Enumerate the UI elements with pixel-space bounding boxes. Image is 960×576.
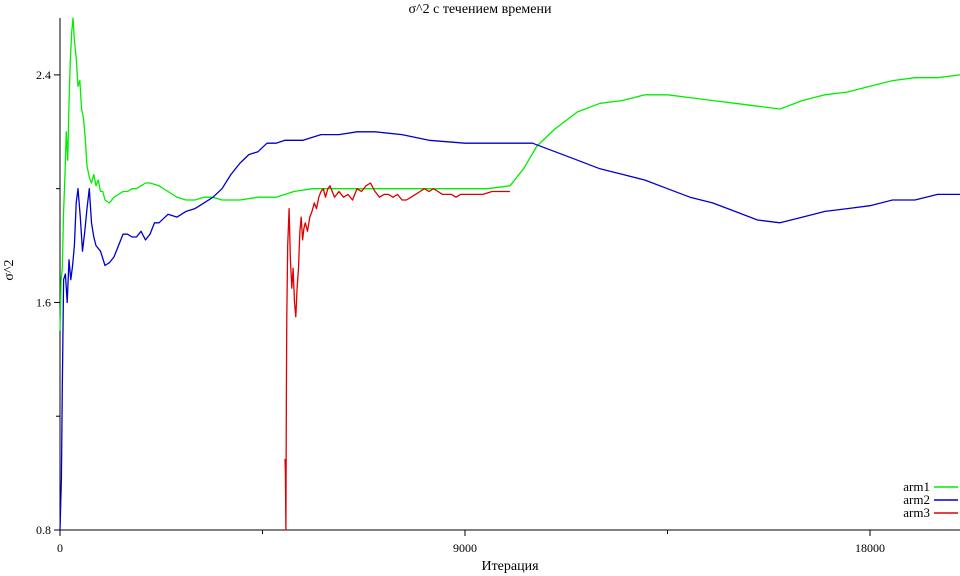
x-tick-label: 18000 xyxy=(855,541,885,555)
y-tick-label: 1.6 xyxy=(36,295,51,309)
series-line-arm3 xyxy=(284,182,510,531)
legend-label-arm3: arm3 xyxy=(903,505,930,520)
series-line-arm1 xyxy=(59,17,960,331)
x-tick-label: 9000 xyxy=(453,541,477,555)
x-ticks: 0 9000 18000 xyxy=(57,530,885,555)
legend-label-arm2: arm2 xyxy=(903,492,930,507)
axes xyxy=(59,18,960,531)
y-tick-label: 2.4 xyxy=(36,68,51,82)
y-tick-label: 0.8 xyxy=(36,523,51,537)
x-axis-label: Итерация xyxy=(481,559,539,574)
y-ticks: 0.8 1.6 2.4 xyxy=(36,68,60,537)
chart-title: σ^2 с течением времени xyxy=(408,2,552,17)
series-layer xyxy=(59,17,960,531)
y-axis-label: σ^2 xyxy=(2,259,17,280)
legend-label-arm1: arm1 xyxy=(903,479,930,494)
x-tick-label: 0 xyxy=(57,541,63,555)
series-line-arm2 xyxy=(59,131,960,531)
